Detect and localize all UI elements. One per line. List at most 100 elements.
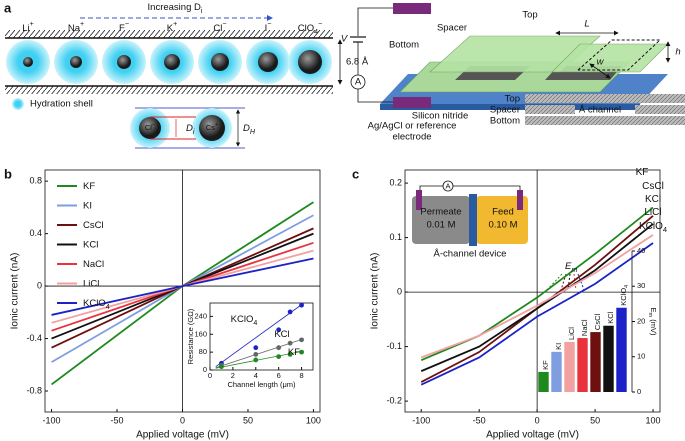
point bbox=[276, 327, 282, 333]
electrode bbox=[393, 3, 431, 14]
y-tick-label: 0.4 bbox=[29, 228, 42, 238]
section-top bbox=[525, 94, 685, 103]
x-tick-label: -50 bbox=[111, 415, 124, 425]
data-line bbox=[420, 234, 654, 359]
data-line bbox=[51, 257, 314, 316]
x-axis-title: Channel length (μm) bbox=[227, 380, 296, 389]
plate-hatch bbox=[5, 86, 333, 94]
x-tick-label: 100 bbox=[306, 415, 321, 425]
ion-label: Cl− bbox=[213, 20, 226, 34]
em-arrow bbox=[577, 273, 585, 291]
device-label: Spacer bbox=[437, 23, 467, 34]
ion-label: K+ bbox=[167, 20, 178, 34]
chem-part: I bbox=[265, 23, 268, 34]
x-tick-label: 4 bbox=[254, 371, 258, 380]
wire bbox=[357, 7, 393, 36]
point bbox=[253, 345, 259, 351]
device-caption: Å-channel device bbox=[434, 249, 507, 260]
dh-label-part: D bbox=[243, 123, 250, 134]
shell-swatch bbox=[12, 98, 24, 110]
chem-part: KF bbox=[83, 181, 95, 192]
di-label: Di bbox=[186, 123, 195, 136]
ion-label-part: − bbox=[152, 122, 155, 128]
section-spacer bbox=[525, 105, 575, 114]
y-tick-label: -0.2 bbox=[386, 395, 402, 405]
chem-part: KCl bbox=[606, 311, 615, 323]
legend-label: KCl bbox=[83, 239, 98, 250]
device-label: Bottom bbox=[389, 40, 419, 51]
series-label: KClO4 bbox=[231, 314, 258, 327]
device-text: Feed bbox=[492, 207, 514, 218]
channel-box bbox=[577, 39, 662, 71]
y-tick-label: 80 bbox=[199, 347, 207, 356]
ion-label-part: + bbox=[215, 122, 218, 128]
series-label: KClO4 bbox=[639, 221, 667, 235]
membrane bbox=[469, 194, 477, 246]
ion-label: Li+ bbox=[22, 20, 34, 34]
x-tick-label: -100 bbox=[412, 415, 430, 425]
trend-label-part: i bbox=[201, 7, 203, 15]
y-axis-title-part: (mV) bbox=[649, 317, 658, 336]
legend-label: NaCl bbox=[83, 259, 104, 270]
chem-part: LiCl bbox=[644, 207, 661, 218]
legend-label: CsCl bbox=[83, 220, 104, 231]
electrode-label: electrode bbox=[392, 132, 431, 143]
y-axis-title-part: m bbox=[647, 312, 653, 317]
chem-part: K bbox=[167, 23, 174, 34]
panel-label: c bbox=[352, 166, 359, 181]
em-label: Em bbox=[565, 261, 577, 274]
ion-core bbox=[211, 53, 229, 71]
series-label: KCl bbox=[645, 194, 661, 205]
chem-part: KF bbox=[636, 167, 649, 178]
bar bbox=[577, 338, 588, 392]
legend-label: KF bbox=[83, 181, 95, 192]
ion-core bbox=[70, 56, 82, 68]
y-tick-label: 10 bbox=[637, 352, 645, 361]
legend-label: LiCl bbox=[83, 278, 99, 289]
device-label: L bbox=[584, 19, 589, 30]
series-label: LiCl bbox=[644, 207, 661, 218]
ion-label-part: − bbox=[318, 20, 322, 28]
ion-label-part: + bbox=[30, 20, 34, 28]
chem-part: CsCl bbox=[593, 313, 602, 330]
point bbox=[299, 302, 304, 308]
ion-core bbox=[117, 55, 131, 69]
y-tick-label: -0.4 bbox=[26, 333, 42, 343]
bar-label: KF bbox=[541, 360, 550, 370]
permeate bbox=[412, 196, 470, 244]
chem-part: 4 bbox=[663, 225, 667, 234]
x-tick-label: 8 bbox=[299, 371, 303, 380]
ion-core bbox=[258, 52, 278, 72]
y-tick-label: 0 bbox=[637, 387, 641, 396]
ion-label: Na+ bbox=[68, 20, 84, 34]
dh-label: DH bbox=[243, 123, 256, 136]
series-label: KCl bbox=[274, 329, 289, 340]
electrode bbox=[393, 97, 431, 108]
ion-label-part: K bbox=[167, 23, 174, 34]
chem-part: KF bbox=[541, 360, 550, 370]
x-tick-label: 6 bbox=[277, 371, 281, 380]
electrode bbox=[416, 190, 422, 210]
ion-core bbox=[164, 54, 180, 70]
chem-part: KCl bbox=[274, 329, 289, 340]
device-text: 0.01 M bbox=[426, 220, 455, 231]
bar bbox=[538, 371, 549, 392]
point bbox=[287, 309, 293, 315]
y-axis-title: Em (mV) bbox=[647, 307, 659, 336]
plate-hatch bbox=[5, 30, 333, 38]
chem-part: KClO bbox=[231, 314, 254, 325]
point bbox=[287, 340, 293, 346]
device-label: V bbox=[341, 34, 349, 45]
point bbox=[276, 354, 282, 359]
ion-label-part: Na bbox=[68, 23, 81, 34]
x-axis-title: Applied voltage (mV) bbox=[486, 430, 579, 441]
y-tick-label: -0.1 bbox=[386, 341, 402, 351]
section-spacer bbox=[635, 105, 685, 114]
chem-part: LiCl bbox=[567, 327, 576, 340]
x-tick-label: -50 bbox=[473, 415, 486, 425]
device-label: Top bbox=[522, 10, 537, 21]
em-arrow bbox=[573, 273, 577, 291]
device-label: Å channel bbox=[579, 105, 621, 116]
em-label-part: m bbox=[571, 266, 577, 274]
bar-label: KI bbox=[554, 343, 563, 350]
